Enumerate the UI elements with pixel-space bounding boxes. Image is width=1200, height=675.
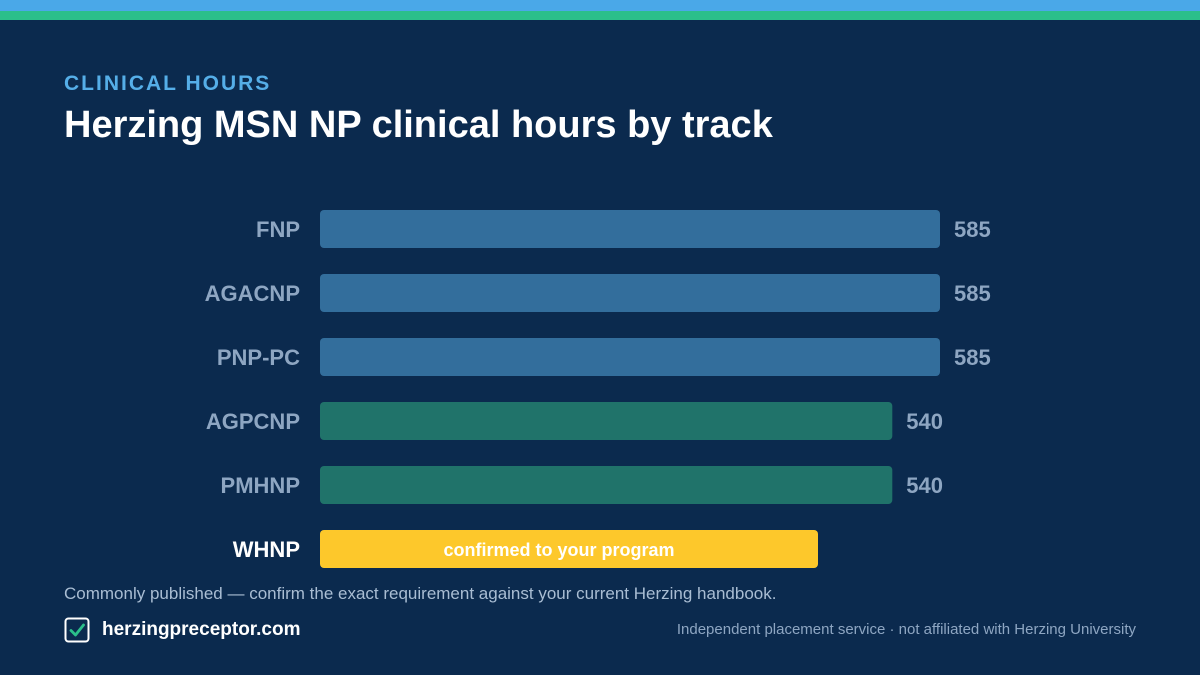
footnote: Commonly published — confirm the exact r… bbox=[64, 584, 777, 603]
top-accent-stripe bbox=[0, 0, 1200, 20]
value-label-fnp: 585 bbox=[954, 217, 991, 242]
category-label-fnp: FNP bbox=[256, 217, 300, 242]
brand[interactable]: herzingpreceptor.com bbox=[64, 617, 301, 643]
top-stripe-green bbox=[0, 11, 1200, 20]
bar-agacnp bbox=[320, 274, 940, 312]
bar-pnp-pc bbox=[320, 338, 940, 376]
bar-agpcnp bbox=[320, 402, 893, 440]
bar-chart: FNP 585 AGACNP 585 PNP-PC 585 AGPCNP 540 PMHNP 54… bbox=[205, 210, 991, 568]
chart-title: Herzing MSN NP clinical hours by track bbox=[64, 104, 773, 146]
checkbox-icon bbox=[64, 617, 90, 643]
value-label-pmhnp: 540 bbox=[906, 473, 943, 498]
annotation-whnp: confirmed to your program bbox=[443, 540, 674, 560]
bar-fnp bbox=[320, 210, 940, 248]
value-label-agacnp: 585 bbox=[954, 281, 991, 306]
disclaimer: Independent placement service · not affi… bbox=[676, 621, 1136, 638]
bar-whnp bbox=[320, 530, 818, 568]
value-label-pnp-pc: 585 bbox=[954, 345, 991, 370]
brand-name: herzingpreceptor.com bbox=[102, 619, 301, 640]
value-label-agpcnp: 540 bbox=[906, 409, 943, 434]
top-stripe-blue bbox=[0, 0, 1200, 11]
category-label-agacnp: AGACNP bbox=[205, 281, 300, 306]
eyebrow-label: CLINICAL HOURS bbox=[64, 72, 272, 95]
bar-pmhnp bbox=[320, 466, 893, 504]
category-label-whnp: WHNP bbox=[233, 537, 300, 562]
category-label-pnp-pc: PNP-PC bbox=[217, 345, 300, 370]
category-label-agpcnp: AGPCNP bbox=[206, 409, 300, 434]
category-label-pmhnp: PMHNP bbox=[221, 473, 300, 498]
